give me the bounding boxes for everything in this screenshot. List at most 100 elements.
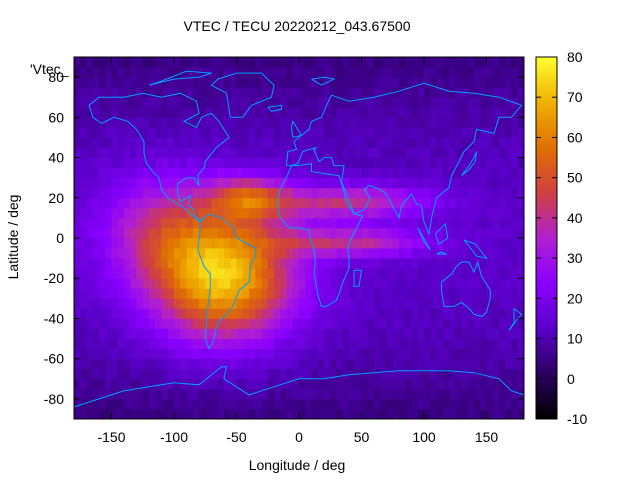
heatmap-cell <box>105 177 112 189</box>
heatmap-cell <box>511 258 519 269</box>
heatmap-cell <box>236 268 244 279</box>
heatmap-cell <box>424 197 431 209</box>
heatmap-cell <box>199 258 206 269</box>
heatmap-cell <box>349 117 356 128</box>
heatmap-cell <box>92 308 100 319</box>
heatmap-cell <box>330 348 337 360</box>
heatmap-cell <box>361 278 369 289</box>
heatmap-cell <box>342 87 350 98</box>
heatmap-cell <box>274 97 281 108</box>
heatmap-cell <box>292 258 300 269</box>
heatmap-cell <box>255 378 262 390</box>
heatmap-cell <box>174 77 181 88</box>
heatmap-cell <box>274 318 281 329</box>
heatmap-cell <box>392 127 400 138</box>
heatmap-cell <box>499 147 506 158</box>
heatmap-cell <box>274 348 281 360</box>
heatmap-cell <box>430 197 437 209</box>
heatmap-cell <box>261 298 269 309</box>
heatmap-cell <box>286 238 294 249</box>
heatmap-cell <box>74 177 81 189</box>
heatmap-cell <box>224 87 231 98</box>
heatmap-cell <box>486 328 494 339</box>
heatmap-cell <box>411 57 419 68</box>
heatmap-cell <box>74 197 81 209</box>
heatmap-cell <box>455 268 462 279</box>
heatmap-cell <box>411 207 419 219</box>
heatmap-cell <box>349 308 356 319</box>
heatmap-cell <box>374 187 381 199</box>
heatmap-cell <box>474 57 481 68</box>
heatmap-cell <box>374 238 381 249</box>
heatmap-cell <box>224 227 231 239</box>
heatmap-cell <box>161 358 169 370</box>
heatmap-cell <box>242 197 250 209</box>
heatmap-cell <box>380 137 387 148</box>
heatmap-cell <box>317 57 325 68</box>
heatmap-cell <box>292 338 300 350</box>
heatmap-cell <box>436 298 444 309</box>
heatmap-cell <box>499 278 506 289</box>
heatmap-cell <box>205 157 212 169</box>
heatmap-cell <box>399 238 406 249</box>
heatmap-cell <box>74 268 81 279</box>
heatmap-cell <box>92 167 100 179</box>
heatmap-cell <box>130 67 137 78</box>
heatmap-cell <box>124 107 131 118</box>
heatmap-cell <box>167 87 175 98</box>
heatmap-cell <box>442 107 450 118</box>
heatmap-cell <box>261 398 269 410</box>
heatmap-cell <box>442 348 450 360</box>
heatmap-cell <box>274 67 281 78</box>
heatmap-cell <box>386 197 394 209</box>
heatmap-cell <box>161 278 169 289</box>
heatmap-cell <box>474 288 481 299</box>
heatmap-cell <box>167 137 175 148</box>
heatmap-cell <box>230 147 237 158</box>
heatmap-cell <box>80 378 87 390</box>
heatmap-cell <box>511 398 519 410</box>
heatmap-cell <box>117 77 125 88</box>
heatmap-cell <box>80 57 87 68</box>
heatmap-cell <box>149 238 156 249</box>
heatmap-cell <box>211 117 219 128</box>
heatmap-cell <box>374 308 381 319</box>
heatmap-cell <box>449 207 456 219</box>
heatmap-cell <box>374 57 381 68</box>
heatmap-cell <box>405 97 412 108</box>
heatmap-cell <box>449 348 456 360</box>
heatmap-cell <box>205 278 212 289</box>
heatmap-cell <box>386 278 394 289</box>
heatmap-cell <box>130 87 137 98</box>
heatmap-cell <box>80 227 87 239</box>
heatmap-cell <box>405 338 412 350</box>
heatmap-cell <box>92 97 100 108</box>
heatmap-cell <box>480 57 487 68</box>
heatmap-cell <box>230 328 237 339</box>
heatmap-cell <box>311 328 319 339</box>
heatmap-cell <box>105 278 112 289</box>
heatmap-cell <box>330 288 337 299</box>
heatmap-cell <box>86 328 94 339</box>
heatmap-cell <box>192 57 200 68</box>
heatmap-cell <box>517 398 525 410</box>
heatmap-cell <box>355 258 362 269</box>
heatmap-cell <box>155 157 162 169</box>
heatmap-cell <box>324 197 331 209</box>
heatmap-cell <box>436 308 444 319</box>
heatmap-cell <box>349 298 356 309</box>
heatmap-cell <box>224 268 231 279</box>
heatmap-cell <box>367 268 375 279</box>
heatmap-cell <box>511 238 519 249</box>
heatmap-cell <box>380 388 387 400</box>
heatmap-cell <box>449 87 456 98</box>
heatmap-cell <box>449 127 456 138</box>
heatmap-cell <box>161 338 169 350</box>
heatmap-cell <box>99 338 106 350</box>
heatmap-cell <box>180 388 187 400</box>
heatmap-cell <box>467 398 475 410</box>
heatmap-cell <box>224 117 231 128</box>
heatmap-cell <box>392 137 400 148</box>
heatmap-cell <box>430 57 437 68</box>
heatmap-cell <box>299 117 306 128</box>
